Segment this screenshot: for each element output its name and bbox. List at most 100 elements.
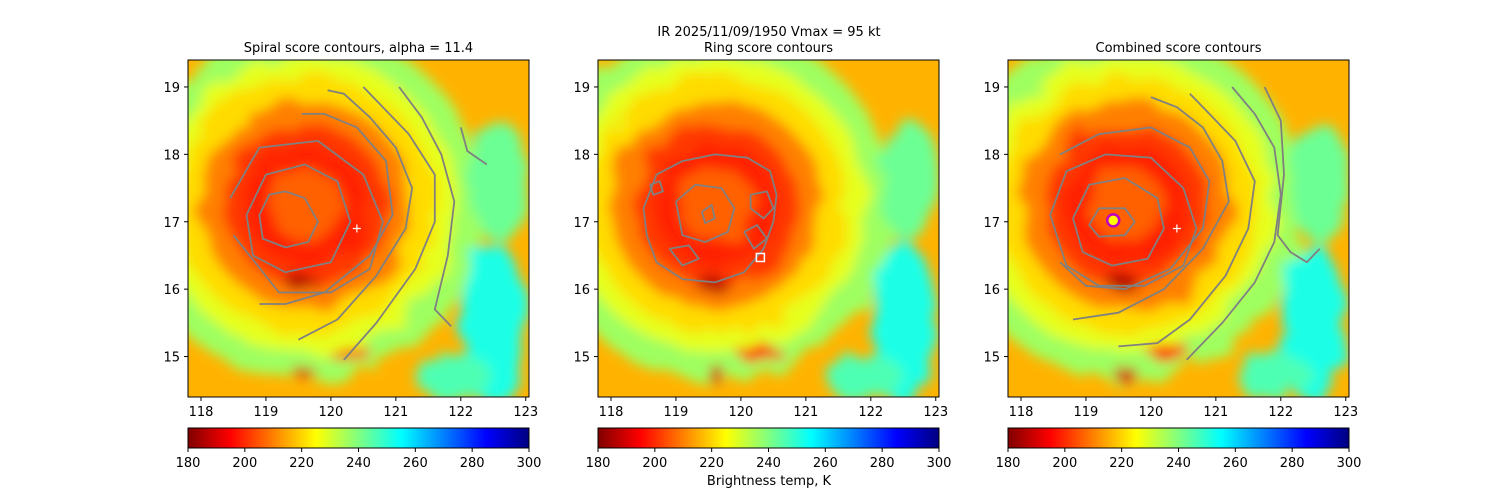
y-tick-label: 18 [573, 148, 590, 163]
warm-streak-3 [415, 353, 494, 397]
figure-suptitle: IR 2025/11/09/1950 Vmax = 95 kt [657, 25, 880, 40]
x-tick-label: 118 [1009, 405, 1034, 420]
cold-cell-3 [1147, 345, 1194, 362]
axes-frame [1007, 59, 1350, 398]
cold-cell-1 [285, 274, 318, 291]
contour-line-8 [459, 127, 488, 166]
colorbar-gradient [187, 427, 530, 449]
panel-2: Ring score contours 118 119 120 121 122 123 15 1… [573, 41, 952, 471]
colorbar-tick-label: 180 [176, 456, 201, 471]
ir-image [188, 60, 529, 397]
y-tick-label: 17 [573, 216, 590, 231]
x-tick-label: 120 [728, 405, 753, 420]
x-tick-label: 119 [1074, 405, 1099, 420]
contour-line-5 [1072, 96, 1230, 321]
colorbar-tick-label: 200 [232, 456, 257, 471]
colorbar-tick-label: 240 [756, 456, 781, 471]
colorbar-tick-label: 240 [346, 456, 371, 471]
x-tick-label: 120 [318, 405, 343, 420]
y-tick-label: 17 [163, 216, 180, 231]
axes-frame [597, 59, 940, 398]
y-tick-label: 16 [983, 283, 1000, 298]
contour-line-2 [675, 183, 736, 243]
colorbar-tick-label: 180 [996, 456, 1021, 471]
x-tick-label: 122 [858, 405, 883, 420]
panel-1: Spiral score contours, alpha = 11.4 118 11… [163, 41, 541, 471]
colorbar: 180 200 220 240 260 280 300 [996, 427, 1361, 471]
contour-line-6 [1118, 93, 1256, 348]
contour-line-7 [649, 180, 664, 196]
x-tick-label: 121 [793, 405, 818, 420]
contour-line-1 [642, 153, 778, 284]
ir-cloud-field [188, 60, 529, 397]
combined-max-marker [1105, 213, 1121, 228]
x-tick-label: 118 [599, 405, 624, 420]
x-tick-label: 121 [1203, 405, 1228, 420]
contour-line-2 [245, 163, 352, 274]
y-tick-label: 19 [983, 81, 1000, 96]
y-tick-label: 16 [163, 283, 180, 298]
x-tick-label: 119 [664, 405, 689, 420]
cloud-band-7 [269, 167, 345, 242]
y-tick-label: 15 [573, 351, 590, 366]
y-tick-label: 18 [163, 148, 180, 163]
contour-line-4 [749, 190, 775, 220]
colorbar: 180 200 220 240 260 280 300 [176, 427, 541, 471]
contour-line-6 [343, 86, 436, 361]
colorbar-label: Brightness temp, K [707, 474, 832, 489]
colorbar-tick-label: 280 [460, 456, 485, 471]
cold-cell-2 [703, 366, 727, 381]
x-tick-label: 122 [1268, 405, 1293, 420]
contour-line-3 [229, 140, 384, 294]
x-tick-label: 118 [189, 405, 214, 420]
x-tick-label: 122 [448, 405, 473, 420]
contour-line-2 [1072, 177, 1165, 267]
axes-frame [187, 59, 530, 398]
colorbar-gradient [597, 427, 940, 449]
colorbar-tick-label: 280 [1280, 456, 1305, 471]
colorbar-tick-label: 300 [927, 456, 952, 471]
contour-line-3 [701, 204, 716, 224]
x-tick-label: 121 [383, 405, 408, 420]
cloud-band-7 [679, 167, 755, 242]
contour-line-5 [668, 244, 700, 267]
y-tick-label: 16 [573, 283, 590, 298]
y-tick-label: 17 [983, 216, 1000, 231]
y-tick-label: 19 [573, 81, 590, 96]
colorbar-tick-label: 200 [642, 456, 667, 471]
x-tick-label: 120 [1138, 405, 1163, 420]
colorbar: 180 200 220 240 260 280 300 [586, 427, 952, 471]
center-marker [352, 224, 361, 233]
colorbar-gradient [1007, 427, 1350, 449]
contours [229, 86, 488, 361]
colorbar-tick-label: 260 [1223, 456, 1248, 471]
warm-streak-2 [1290, 120, 1349, 242]
contour-line-1 [1088, 207, 1136, 238]
warm-streak-2 [880, 120, 939, 242]
warm-streak-2 [470, 120, 529, 242]
y-tick-label: 18 [983, 148, 1000, 163]
colorbar-tick-label: 220 [1109, 456, 1134, 471]
colorbar-tick-label: 240 [1166, 456, 1191, 471]
contour-line-6 [743, 224, 768, 250]
y-tick-label: 15 [983, 351, 1000, 366]
x-tick-label: 123 [923, 405, 948, 420]
ir-image [598, 60, 939, 397]
center-marker [1172, 224, 1181, 233]
contour-line-4 [1059, 126, 1211, 291]
cold-cell-2 [1113, 366, 1137, 381]
x-tick-label: 123 [513, 405, 538, 420]
contour-line-7 [1185, 86, 1282, 361]
contour-line-3 [1049, 153, 1198, 287]
contour-line-8 [1263, 86, 1321, 264]
contours [1049, 86, 1321, 361]
cold-cell-2 [293, 366, 317, 381]
warm-streak-3 [825, 353, 904, 397]
colorbar-tick-label: 220 [289, 456, 314, 471]
contour-line-4 [259, 113, 394, 305]
ring-center-marker [755, 252, 766, 263]
x-tick-label: 119 [254, 405, 279, 420]
ir-cloud-field [598, 60, 939, 397]
panel-title: Ring score contours [704, 41, 833, 56]
